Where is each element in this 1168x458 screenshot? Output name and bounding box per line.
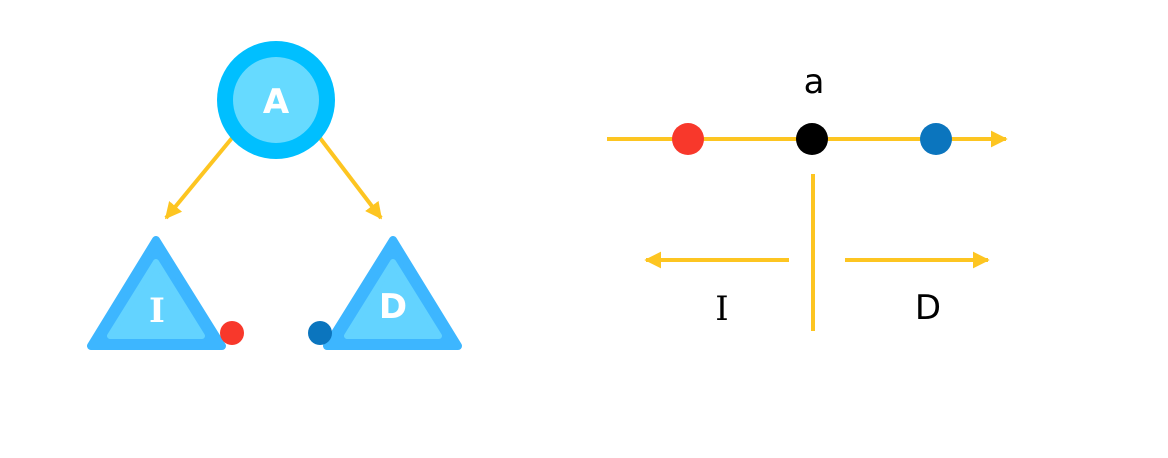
right-subtree-point bbox=[308, 321, 332, 345]
right-side-label: D bbox=[915, 288, 941, 328]
root-node-inner bbox=[233, 57, 319, 143]
right-subtree-label: D bbox=[379, 287, 407, 327]
left-subtree-label: I bbox=[149, 291, 165, 331]
number-line-left-point bbox=[672, 123, 704, 155]
root-node: A bbox=[217, 41, 335, 159]
right-subtree-inner bbox=[344, 259, 442, 339]
left-side-label: I bbox=[715, 289, 728, 329]
left-subtree-inner bbox=[107, 259, 205, 339]
left-subtree: I bbox=[87, 236, 226, 350]
pivot-label: a bbox=[804, 62, 825, 102]
right-subtree: D bbox=[323, 236, 462, 350]
number-line-diagram: a I D bbox=[607, 62, 1008, 331]
edge-root-to-right bbox=[318, 136, 383, 220]
left-subtree-point bbox=[220, 321, 244, 345]
number-line-pivot-point bbox=[796, 123, 828, 155]
number-line-right-point bbox=[920, 123, 952, 155]
root-node-label: A bbox=[263, 82, 290, 122]
tree-diagram: A I D bbox=[87, 41, 462, 350]
edge-root-to-left bbox=[164, 136, 234, 220]
